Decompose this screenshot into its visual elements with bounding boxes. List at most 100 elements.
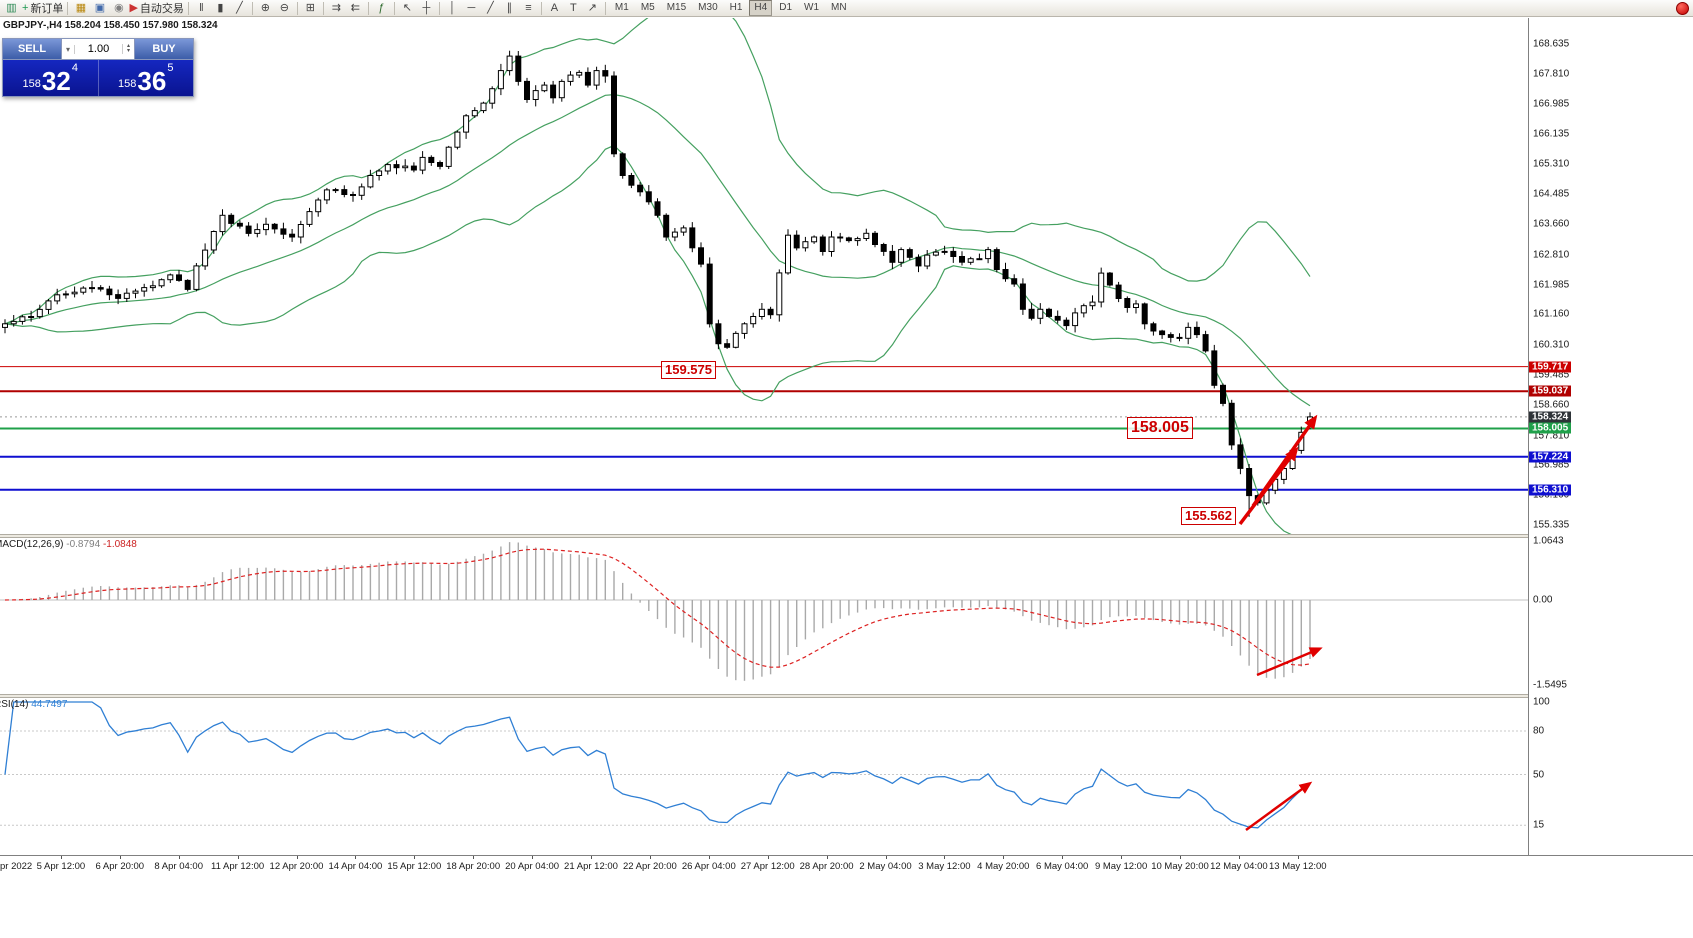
chart-shift-icon: ⇇	[350, 1, 361, 14]
autotrade-button: ▶	[129, 1, 138, 14]
rsi-value: 44.7497	[31, 699, 68, 710]
charts-grid-icon[interactable]: ▦	[71, 1, 90, 16]
auto-scroll-icon[interactable]: ⇉	[327, 1, 346, 16]
candlestick-chart-icon[interactable]: ▮	[211, 1, 230, 16]
vertical-line-icon: │	[448, 1, 456, 14]
candlestick-chart-icon: ▮	[217, 1, 224, 14]
macd-panel[interactable]: MACD(12,26,9) -0.8794 -1.0848	[0, 538, 1528, 694]
price-tick-label: 156.985	[1533, 459, 1570, 471]
price-tick-label: 159.485	[1533, 369, 1570, 381]
tf-button-M1[interactable]: M1	[614, 2, 629, 13]
time-tick	[473, 856, 475, 859]
tf-button-W1[interactable]: W1	[804, 2, 820, 13]
price-tick-label: 158.660	[1533, 399, 1570, 411]
price-tick-label: 166.135	[1533, 128, 1570, 140]
toolbar-separator	[187, 1, 189, 15]
autotrade-button[interactable]: ▶ 自动交易	[128, 1, 184, 16]
time-tick	[591, 856, 592, 859]
time-tick	[178, 856, 180, 859]
tf-button-MN[interactable]: MN	[831, 2, 847, 13]
price-axis[interactable]: 168.635 167.810 166.985 166.135 165.310 164.4…	[1528, 18, 1693, 855]
sell-button[interactable]: SELL	[3, 39, 61, 59]
line-chart-icon[interactable]: ╱	[230, 1, 249, 16]
price-tick-label: 165.310	[1533, 158, 1570, 170]
price-annotation: 158.005	[1127, 417, 1193, 439]
current-price-tag: 158.324	[1529, 411, 1572, 423]
chart-plot-area[interactable]	[0, 18, 1528, 534]
panel-divider[interactable]	[0, 534, 1693, 538]
time-tick	[1297, 856, 1299, 859]
time-label: 6 Apr 20:00	[95, 861, 145, 872]
panel-divider[interactable]	[0, 694, 1693, 698]
volume-value[interactable]: 1.00	[87, 43, 110, 55]
zoom-out-icon: ⊖	[279, 1, 290, 14]
bid-ask-panel: 158 32 4 158 36 5	[3, 60, 193, 96]
tf-button-D1[interactable]: D1	[779, 2, 793, 13]
channel-icon[interactable]: ∥	[500, 1, 519, 16]
tf-button-H4[interactable]: H4	[749, 0, 773, 16]
price-annotation: 155.562	[1181, 507, 1236, 526]
bar-chart-icon[interactable]: ‖	[192, 1, 211, 16]
sell-price-panel[interactable]: 158 32 4	[3, 60, 99, 96]
chart-shift-icon[interactable]: ⇇	[346, 1, 365, 16]
zoom-out-icon[interactable]: ⊖	[275, 1, 294, 16]
fibonacci-icon[interactable]: ≡	[519, 1, 538, 16]
price-level-tag: 157.224	[1529, 451, 1572, 463]
crosshair-icon[interactable]: ┼	[417, 1, 436, 16]
text-label-icon[interactable]: T	[564, 1, 583, 16]
price-level-tag: 156.310	[1529, 484, 1572, 496]
buy-price-panel[interactable]: 158 36 5	[99, 60, 194, 96]
volume-stepper[interactable]: ▴ ▾	[122, 43, 134, 54]
price-tick-label: 164.485	[1533, 188, 1570, 200]
macd-value-main: -0.8794	[66, 539, 101, 550]
horizontal-line-icon[interactable]: ─	[462, 1, 481, 16]
volume-field[interactable]: ▾ 1.00 ▴ ▾	[61, 39, 135, 59]
rsi-label: RSI(14) 44.7497	[0, 699, 67, 710]
toolbar-separator	[604, 1, 606, 15]
volume-dropdown-icon[interactable]: ▾	[62, 44, 75, 54]
notification-icon[interactable]	[1676, 2, 1689, 15]
profile-icon[interactable]: ▣	[90, 1, 109, 16]
rsi-plot-area	[0, 701, 1528, 832]
time-tick	[355, 856, 357, 859]
trendline-icon[interactable]: ╱	[481, 1, 500, 16]
buy-button[interactable]: BUY	[135, 39, 193, 59]
arrows-tool-icon[interactable]: ↗	[583, 1, 602, 16]
new-order-button[interactable]: + 新订单	[21, 1, 64, 16]
time-tick	[296, 856, 298, 859]
tf-button-H1[interactable]: H1	[729, 2, 743, 13]
time-label: pr 2022	[0, 861, 33, 872]
toolbar-separator	[367, 1, 369, 15]
sell-price-pip: 4	[71, 62, 78, 74]
macd-plot-area	[0, 542, 1528, 681]
stepper-up-icon[interactable]: ▴	[126, 43, 130, 49]
text-label-icon: T	[570, 1, 577, 14]
autotrade-button-label: 自动交易	[139, 3, 184, 15]
time-tick	[1003, 856, 1005, 859]
vertical-line-icon[interactable]: │	[443, 1, 462, 16]
time-label: 10 May 20:00	[1151, 861, 1209, 872]
sound-icon[interactable]: ◉	[109, 1, 128, 16]
time-axis[interactable]: pr 2022 5 Apr 12:00 6 Apr 20:00 8 Apr 04:00…	[0, 855, 1693, 876]
price-tick-label: 155.335	[1533, 519, 1570, 531]
price-tick-label: 162.810	[1533, 249, 1570, 261]
terminal-icon: ▥	[6, 1, 17, 14]
cursor-icon[interactable]: ↖	[398, 1, 417, 16]
rsi-panel[interactable]: RSI(14) 44.7497	[0, 698, 1528, 855]
trendline-icon: ╱	[487, 1, 494, 14]
stepper-down-icon[interactable]: ▾	[126, 48, 130, 54]
zoom-in-icon[interactable]: ⊕	[256, 1, 275, 16]
time-label: 21 Apr 12:00	[564, 861, 618, 872]
tf-button-M30[interactable]: M30	[698, 2, 718, 13]
sell-price-prefix: 158	[22, 78, 41, 90]
tile-windows-icon[interactable]: ⊞	[301, 1, 320, 16]
tf-button-M15[interactable]: M15	[666, 2, 687, 13]
rsi-name: RSI(14)	[0, 699, 29, 710]
time-label: 12 Apr 20:00	[269, 861, 324, 872]
terminal-icon[interactable]: ▥	[2, 1, 21, 16]
time-tick	[1238, 856, 1240, 859]
indicators-icon[interactable]: ƒ	[372, 1, 391, 16]
main-chart-panel[interactable]: GBPJPY-,H4 158.204 158.450 157.980 158.3…	[0, 18, 1528, 534]
tf-button-M5[interactable]: M5	[640, 2, 655, 13]
text-icon[interactable]: A	[545, 1, 564, 16]
